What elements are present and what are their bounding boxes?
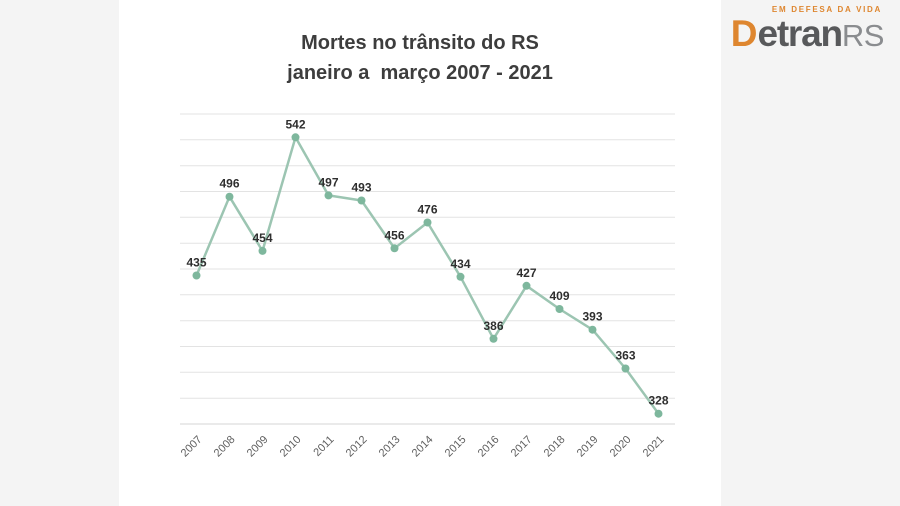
data-point-2010 [291, 133, 300, 142]
chart-subtitle: janeiro a março 2007 - 2021 [287, 62, 553, 84]
right-gray-panel [721, 0, 900, 506]
data-label-2011: 497 [318, 175, 338, 189]
data-point-2018 [555, 305, 564, 313]
x-axis-label-2008: 2008 [212, 434, 238, 460]
data-label-2020: 363 [615, 349, 635, 363]
data-label-2016: 386 [483, 319, 503, 333]
data-label-2008: 496 [219, 177, 239, 191]
gridlines [180, 113, 675, 425]
x-axis-label-2014: 2014 [410, 434, 436, 460]
x-axis-label-2018: 2018 [542, 434, 568, 460]
x-axis-label-2007: 2007 [179, 434, 205, 460]
left-gray-panel [0, 0, 119, 506]
data-points [192, 133, 663, 418]
data-point-2011 [324, 191, 333, 200]
detranrs-logo: EM DEFESA DA VIDA DetranRS [730, 5, 885, 54]
data-label-2015: 434 [450, 257, 470, 271]
data-label-2010: 542 [285, 117, 305, 131]
data-label-2013: 456 [384, 228, 404, 242]
x-axis-label-2013: 2013 [377, 434, 403, 460]
data-point-2008 [225, 192, 234, 201]
x-axis-label-2016: 2016 [476, 434, 502, 460]
x-axis-label-2011: 2011 [311, 434, 336, 459]
chart-header: Mortes no trânsito do RS janeiro a março… [119, 28, 721, 88]
x-axis-label-2017: 2017 [509, 434, 535, 460]
data-label-2017: 427 [516, 266, 536, 280]
logo-tagline: EM DEFESA DA VIDA [771, 5, 882, 14]
data-point-2014 [423, 218, 432, 227]
data-point-2009 [258, 246, 267, 255]
data-point-2007 [192, 271, 201, 280]
logo-letter-d: D [730, 13, 758, 54]
data-label-2019: 393 [582, 310, 602, 324]
logo-wordmark: DetranRS [730, 13, 885, 54]
x-axis-label-2010: 2010 [278, 434, 304, 460]
data-label-2014: 476 [417, 203, 437, 217]
data-point-2020 [621, 364, 630, 373]
data-point-2013 [390, 244, 399, 253]
data-point-2017 [522, 281, 531, 290]
x-axis-label-2015: 2015 [443, 434, 469, 460]
data-label-2018: 409 [549, 289, 569, 303]
data-point-2016 [489, 334, 498, 343]
data-label-2021: 328 [648, 394, 668, 408]
data-labels: 435 496 454 542 497 493 456 476 434 386 427 409 393 3… [186, 117, 668, 407]
data-point-2019 [588, 325, 597, 334]
data-label-2009: 454 [252, 231, 272, 245]
x-axis-label-2009: 2009 [245, 434, 271, 460]
x-axis-labels: 2007 2008 2009 2010 2011 2012 2013 2014 2015 2016… [179, 434, 667, 460]
x-axis-label-2021: 2021 [641, 434, 667, 460]
data-point-2012 [357, 196, 366, 205]
data-label-2012: 493 [351, 181, 371, 195]
data-label-2007: 435 [186, 256, 206, 270]
x-axis-label-2012: 2012 [344, 434, 370, 460]
logo-word-rs: RS [841, 18, 885, 53]
logo-word-etran: etran [757, 13, 843, 54]
data-point-2021 [654, 409, 663, 418]
data-point-2015 [456, 272, 465, 281]
x-axis-label-2019: 2019 [575, 434, 601, 460]
x-axis-label-2020: 2020 [608, 434, 634, 460]
chart-title: Mortes no trânsito do RS [301, 32, 539, 54]
